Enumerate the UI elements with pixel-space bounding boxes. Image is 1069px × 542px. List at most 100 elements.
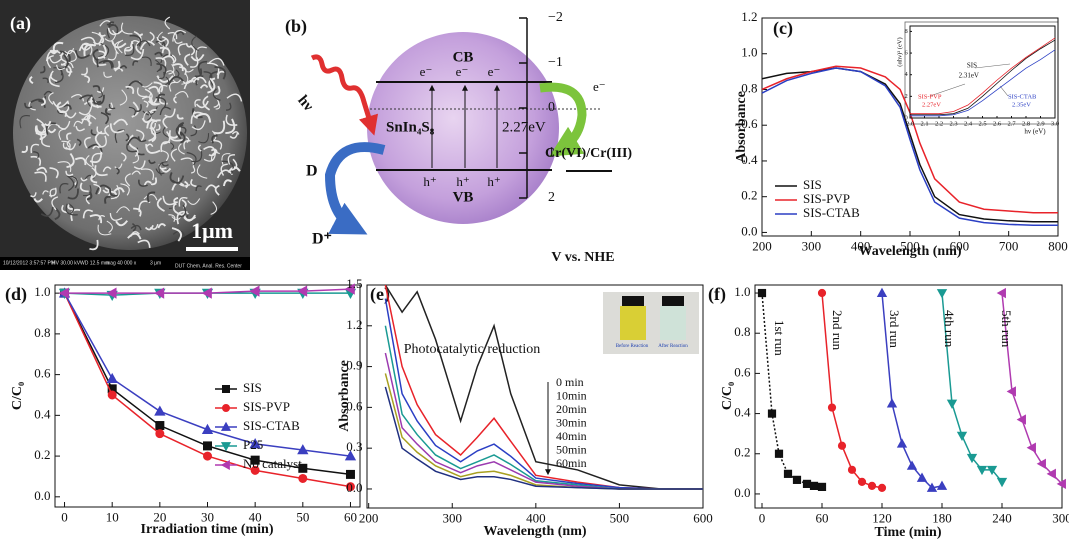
nanosheet xyxy=(78,105,93,116)
nanosheet xyxy=(195,185,202,191)
x-tick-label: 50 xyxy=(296,510,309,525)
nanosheet xyxy=(65,112,77,119)
legend-label: P25 xyxy=(243,437,263,452)
nanosheet xyxy=(59,183,69,194)
series-line xyxy=(910,37,1056,115)
series-label: 40min xyxy=(556,429,587,443)
donor-ox-label: D⁺ xyxy=(312,231,332,248)
nanosheet xyxy=(44,120,52,127)
marker xyxy=(155,421,165,431)
nanosheet xyxy=(167,76,184,86)
nanosheet xyxy=(97,44,107,60)
marker xyxy=(249,438,261,449)
nanosheet xyxy=(162,115,169,129)
marker xyxy=(298,463,308,473)
nanosheet xyxy=(155,124,161,131)
run-label: 5th run xyxy=(999,310,1014,348)
nanosheet xyxy=(66,132,72,141)
nanosheet xyxy=(30,155,42,166)
nanosheet xyxy=(79,94,96,104)
nanosheet xyxy=(98,32,106,37)
nanosheet xyxy=(194,99,201,108)
vb-label: VB xyxy=(453,189,474,205)
nanosheet xyxy=(119,89,128,106)
light-arrow xyxy=(310,54,379,136)
panel-label: (f) xyxy=(708,284,726,305)
panel-label: (a) xyxy=(10,13,31,34)
nanosheet xyxy=(137,239,151,248)
marker xyxy=(154,287,165,299)
nanosheet xyxy=(74,157,87,166)
y-axis-label: Absorbance xyxy=(337,360,352,432)
nanosheet xyxy=(58,128,66,141)
nanosheet xyxy=(203,151,217,162)
marker xyxy=(926,482,938,492)
nanosheet xyxy=(61,140,71,151)
nanosheet xyxy=(42,190,49,195)
y-tick-label: 1.2 xyxy=(741,9,757,24)
nanosheet xyxy=(104,195,111,204)
nanosheet xyxy=(164,108,176,118)
marker xyxy=(1006,386,1016,397)
y-tick-label: 0.4 xyxy=(34,406,51,421)
y-tick-label: 0.6 xyxy=(346,398,363,413)
marker xyxy=(767,409,777,418)
nanosheet xyxy=(50,70,58,83)
nanosheet xyxy=(30,98,46,108)
x-axis-label: Wavelength (nm) xyxy=(858,244,961,259)
marker xyxy=(250,465,260,475)
potential-scale: −2 −1 0 1 2 xyxy=(519,10,563,205)
y-tick-label: 4 xyxy=(904,71,908,78)
series-line xyxy=(384,284,703,490)
nanosheet xyxy=(207,77,216,94)
nanosheet xyxy=(120,22,133,35)
nanosheet xyxy=(49,188,56,198)
band-scheme: (b) CB VB e⁻ e⁻ e⁻ h⁺ h⁺ h⁺ SnIn₄S₈ 2.27… xyxy=(285,10,632,265)
legend-label: SIS-PVP xyxy=(803,191,850,206)
nanosheet xyxy=(57,120,71,130)
nanosheet xyxy=(214,66,227,80)
marker xyxy=(203,451,212,461)
marker xyxy=(886,398,898,408)
nanosheet xyxy=(150,177,158,186)
nanosheet xyxy=(61,110,68,118)
marker xyxy=(107,390,117,400)
nanosheet xyxy=(143,111,154,121)
nanosheet xyxy=(98,214,106,221)
marker xyxy=(58,287,69,299)
x-tick-label: 60 xyxy=(816,511,829,526)
nanosheet xyxy=(179,131,186,144)
scale-label: −2 xyxy=(548,10,563,25)
nanosheet xyxy=(109,213,123,221)
nanosheet xyxy=(135,104,142,112)
y-axis-label: C/C₀ xyxy=(720,382,735,410)
marker xyxy=(847,465,857,474)
nanosheet xyxy=(33,198,43,203)
nanosheet xyxy=(65,203,78,216)
nanosheet xyxy=(82,209,94,219)
nanosheet xyxy=(113,118,129,126)
nanosheet xyxy=(49,49,59,54)
nanosheet xyxy=(107,51,117,61)
nanosheet xyxy=(202,95,211,111)
nanosheet xyxy=(89,214,103,224)
marker xyxy=(106,287,117,299)
nanosheet xyxy=(203,145,217,154)
nanosheet xyxy=(183,214,196,222)
nanosheet xyxy=(124,46,130,56)
nanosheet xyxy=(160,53,175,64)
nanosheet xyxy=(161,36,169,48)
panel-label: (c) xyxy=(773,18,793,39)
x-tick-label: 30 xyxy=(201,510,214,525)
marker xyxy=(155,429,165,439)
nanosheet xyxy=(177,43,186,56)
series-label: 20min xyxy=(556,402,587,416)
nanosheet xyxy=(113,187,125,193)
nanosheet xyxy=(48,92,54,105)
nanosheet xyxy=(40,206,54,217)
info-text: 10/12/2012 3:57:57 PM xyxy=(3,260,55,266)
nanosheet xyxy=(111,40,127,49)
y-tick-label: 1.0 xyxy=(734,284,750,299)
nanosheet xyxy=(184,53,191,66)
info-text: mag 40 000 x xyxy=(106,260,137,266)
